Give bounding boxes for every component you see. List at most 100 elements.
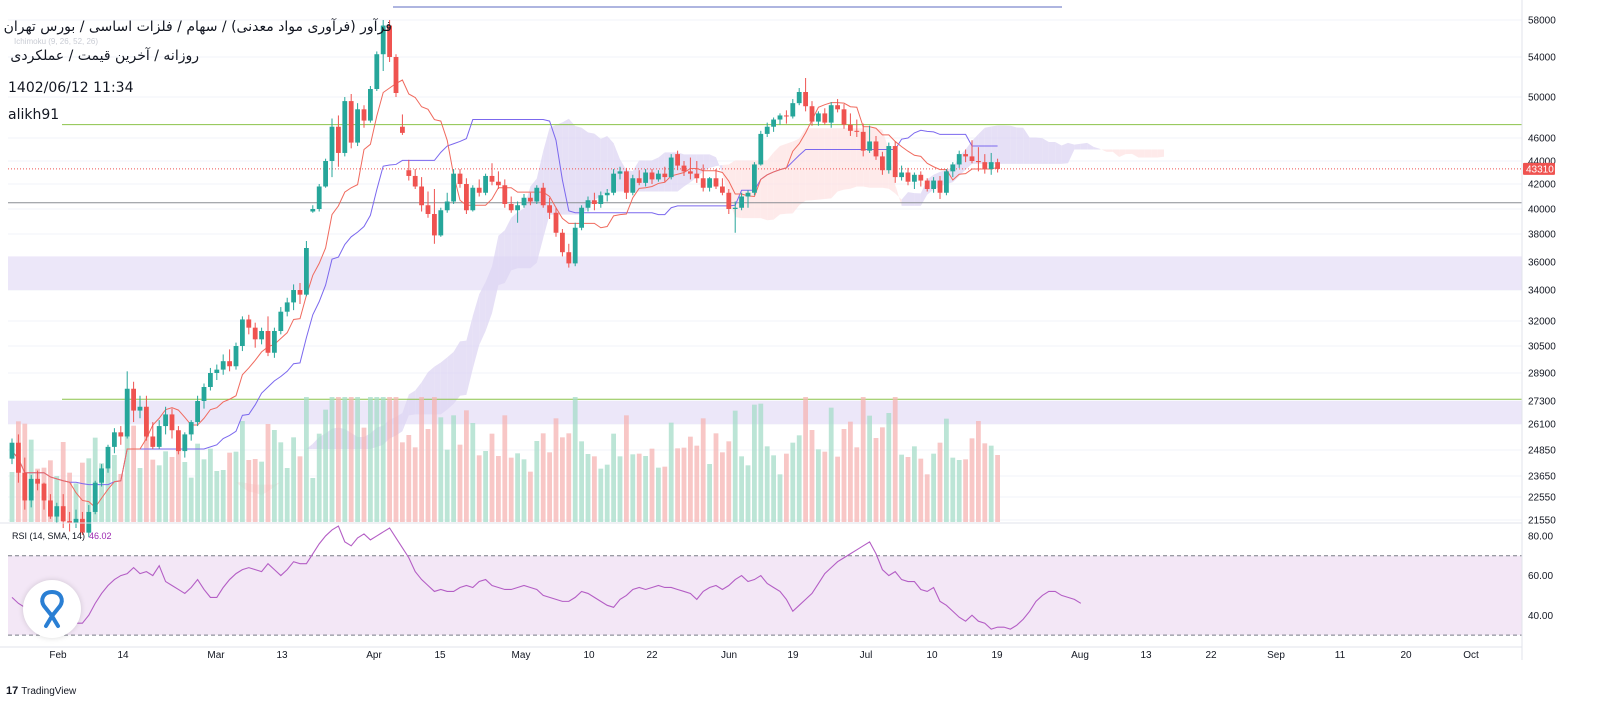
candle-body — [240, 319, 245, 346]
candle-body — [758, 133, 764, 165]
candle-body — [92, 482, 98, 512]
ichimoku-cloud-segment — [645, 160, 652, 192]
price-tick-label: 40000 — [1528, 205, 1556, 216]
volume-bar — [880, 427, 885, 522]
volume-bar — [278, 442, 284, 522]
ichimoku-cloud-segment — [1004, 125, 1011, 164]
candle — [649, 169, 655, 184]
price-tick-label: 24850 — [1528, 446, 1556, 457]
candle — [796, 88, 802, 106]
ichimoku-legend: Ichimoku (9, 26, 52, 26) — [14, 37, 99, 46]
volume-bar — [150, 459, 156, 522]
candle-body — [400, 126, 405, 133]
candle-body — [393, 57, 399, 93]
volume-bar — [560, 437, 565, 522]
candle — [867, 125, 872, 153]
candle-body — [956, 154, 962, 165]
candle-body — [995, 162, 1000, 169]
ichimoku-cloud-segment — [1087, 142, 1094, 150]
candle-body — [80, 518, 85, 533]
candle — [188, 420, 194, 441]
candle-body — [425, 205, 431, 214]
ichimoku-cloud-segment — [1125, 149, 1132, 155]
volume-bar — [214, 471, 220, 522]
ichimoku-cloud-segment — [1138, 149, 1145, 158]
ichimoku-cloud-segment — [812, 128, 819, 201]
candle — [547, 197, 552, 219]
volume-bar — [233, 451, 239, 522]
candle-body — [502, 185, 508, 204]
candle — [182, 432, 188, 458]
volume-bar — [515, 453, 520, 522]
support-zone — [8, 401, 1522, 424]
candle-body — [272, 331, 277, 353]
candle — [489, 163, 495, 186]
candle — [432, 189, 437, 244]
ichimoku-cloud-segment — [556, 122, 563, 215]
brand-logo-icon[interactable] — [23, 580, 81, 638]
candle — [54, 502, 60, 524]
volume-bar — [470, 423, 476, 522]
candle — [380, 20, 386, 71]
volume-bar — [553, 418, 559, 522]
time-tick-label: Aug — [1071, 650, 1089, 661]
candle — [41, 482, 47, 510]
volume-bar — [105, 465, 111, 522]
candle — [419, 177, 424, 212]
candle — [892, 141, 898, 183]
volume-bar — [169, 457, 175, 522]
volume-bar — [265, 424, 271, 522]
rsi-tick-label: 40.00 — [1528, 611, 1553, 622]
volume-bar — [790, 442, 796, 522]
tradingview-logo[interactable]: 17 TradingView — [6, 685, 76, 697]
symbol-title: فرآور (فرآوری مواد معدنی) / سهام / فلزات… — [3, 19, 392, 35]
ichimoku-cloud-segment — [696, 154, 704, 178]
candle — [252, 322, 258, 348]
candle-body — [643, 172, 648, 183]
candle-body — [828, 105, 834, 123]
candle — [131, 381, 136, 423]
candle-body — [867, 141, 872, 151]
candle — [995, 158, 1000, 173]
candle-body — [822, 113, 828, 123]
candle-body — [41, 483, 47, 501]
volume-bar — [496, 456, 501, 522]
candle-body — [265, 331, 271, 353]
volume-bar — [656, 467, 661, 522]
candle-body — [963, 154, 968, 157]
volume-bar — [912, 446, 917, 522]
candle — [886, 142, 892, 174]
volume-bar — [112, 455, 117, 522]
candle — [681, 161, 687, 176]
price-tick-label: 30500 — [1528, 342, 1556, 353]
candle — [208, 367, 213, 391]
candle-body — [35, 478, 40, 484]
tradingview-mark-icon: 17 — [6, 685, 19, 697]
candle-body — [976, 161, 981, 163]
volume-bar — [796, 435, 802, 522]
ichimoku-cloud-segment — [824, 128, 832, 199]
rsi-tick-label: 60.00 — [1528, 571, 1553, 582]
candle — [662, 166, 668, 182]
volume-bar — [681, 447, 687, 522]
ichimoku-cloud-segment — [869, 128, 876, 188]
volume-bar — [304, 397, 309, 522]
candle — [771, 117, 776, 132]
volume-bar — [451, 415, 456, 522]
candle — [752, 162, 757, 196]
volume-bar — [348, 397, 354, 522]
candle — [316, 184, 322, 212]
ichimoku-cloud-segment — [722, 164, 729, 199]
candle-body — [880, 156, 885, 171]
candle-body — [720, 186, 725, 193]
ichimoku-cloud-segment — [901, 192, 908, 206]
volume-bar — [598, 468, 604, 522]
candle — [560, 229, 565, 257]
price-tick-label: 21550 — [1528, 516, 1556, 527]
volume-bar — [419, 397, 424, 522]
candle-body — [848, 124, 853, 131]
candle-body — [131, 388, 136, 411]
time-tick-label: May — [512, 650, 531, 661]
candle — [860, 123, 866, 157]
